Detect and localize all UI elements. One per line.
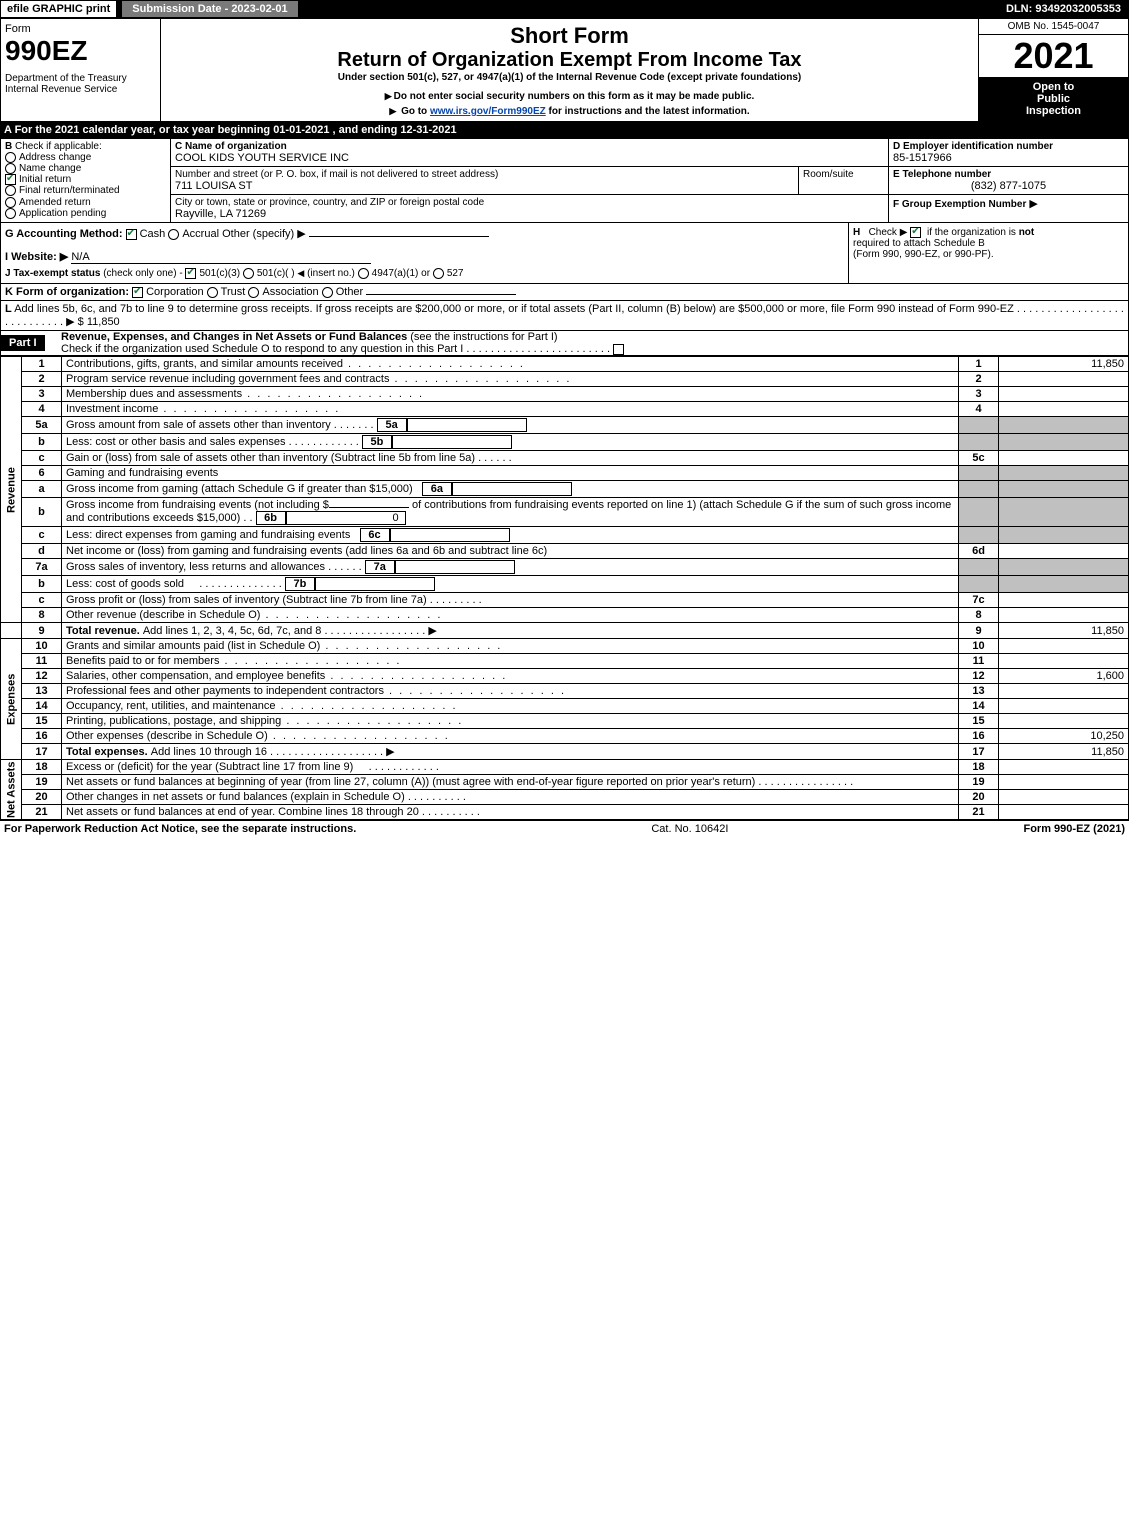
- tax-year: 2021: [979, 35, 1128, 77]
- line-12-value: 1,600: [999, 669, 1129, 684]
- section-g-label: G Accounting Method:: [5, 228, 123, 240]
- line-17-value: 11,850: [999, 744, 1129, 760]
- efile-label[interactable]: efile GRAPHIC print: [0, 0, 117, 18]
- city-label: City or town, state or province, country…: [175, 197, 884, 208]
- section-f-label: F Group Exemption Number: [893, 199, 1026, 210]
- gross-receipts-amount: $ 11,850: [78, 316, 120, 328]
- assoc-checkbox[interactable]: [248, 287, 259, 298]
- line-9-value: 11,850: [999, 623, 1129, 639]
- org-name: COOL KIDS YOUTH SERVICE INC: [175, 152, 884, 164]
- section-j-label: J Tax-exempt status: [5, 268, 100, 279]
- street-value: 711 LOUISA ST: [175, 180, 794, 192]
- schedule-b-checkbox[interactable]: [910, 227, 921, 238]
- line-6b-value: 0: [286, 511, 406, 525]
- section-k-label: K Form of organization:: [5, 286, 129, 298]
- amended-return-checkbox[interactable]: [5, 197, 16, 208]
- arrow-icon: ▶: [1029, 198, 1037, 210]
- arrow-icon: [389, 106, 398, 117]
- phone-value: (832) 877-1075: [893, 180, 1124, 192]
- return-title: Return of Organization Exempt From Incom…: [169, 49, 970, 72]
- under-section: Under section 501(c), 527, or 4947(a)(1)…: [169, 72, 970, 83]
- net-assets-side-label: Net Assets: [1, 760, 22, 820]
- trust-checkbox[interactable]: [207, 287, 218, 298]
- catalog-number: Cat. No. 10642I: [651, 823, 728, 835]
- 4947-checkbox[interactable]: [358, 268, 369, 279]
- part-1-title: Revenue, Expenses, and Changes in Net As…: [61, 331, 407, 343]
- addr-change-checkbox[interactable]: [5, 152, 16, 163]
- section-l-label: L: [5, 303, 12, 315]
- line-16-value: 10,250: [999, 729, 1129, 744]
- section-d-label: D Employer identification number: [893, 141, 1124, 152]
- dept-treasury: Department of the Treasury: [5, 73, 156, 84]
- accrual-checkbox[interactable]: [168, 229, 179, 240]
- app-pending-checkbox[interactable]: [5, 208, 16, 219]
- part-1-table: Revenue 1 Contributions, gifts, grants, …: [0, 356, 1129, 820]
- arrow-left-icon: [297, 268, 304, 279]
- irs-link[interactable]: www.irs.gov/Form990EZ: [430, 106, 546, 117]
- omb-number: OMB No. 1545-0047: [979, 19, 1128, 35]
- ein-value: 85-1517966: [893, 152, 1124, 164]
- part-1-check-text: Check if the organization used Schedule …: [61, 343, 463, 355]
- form-word: Form: [5, 23, 156, 35]
- section-b: B Check if applicable: Address change Na…: [1, 139, 171, 222]
- 527-checkbox[interactable]: [433, 268, 444, 279]
- corp-checkbox[interactable]: [132, 287, 143, 298]
- other-org-checkbox[interactable]: [322, 287, 333, 298]
- page-footer: For Paperwork Reduction Act Notice, see …: [0, 820, 1129, 837]
- section-c-label: C Name of organization: [175, 141, 884, 152]
- part-1-label: Part I: [1, 335, 45, 351]
- section-i-label: I Website: ▶: [5, 251, 68, 263]
- line-1-value: 11,850: [999, 357, 1129, 372]
- form-number: 990EZ: [5, 35, 156, 67]
- initial-return-checkbox[interactable]: [5, 174, 16, 185]
- form-header: Form 990EZ Department of the Treasury In…: [1, 19, 1128, 121]
- paperwork-notice: For Paperwork Reduction Act Notice, see …: [4, 823, 356, 835]
- top-bar: efile GRAPHIC print Submission Date - 20…: [0, 0, 1129, 18]
- 501c3-checkbox[interactable]: [185, 268, 196, 279]
- website-value: N/A: [71, 251, 89, 263]
- schedule-o-checkbox[interactable]: [613, 344, 624, 355]
- section-l-text: Add lines 5b, 6c, and 7b to line 9 to de…: [14, 303, 1014, 315]
- city-value: Rayville, LA 71269: [175, 208, 884, 220]
- section-a-bar: A For the 2021 calendar year, or tax yea…: [0, 122, 1129, 138]
- room-suite-label: Room/suite: [798, 167, 888, 194]
- goto-pre: Go to: [401, 106, 430, 117]
- part-1-instr: (see the instructions for Part I): [410, 331, 557, 343]
- goto-post: for instructions and the latest informat…: [546, 106, 750, 117]
- cash-checkbox[interactable]: [126, 229, 137, 240]
- section-e-label: E Telephone number: [893, 169, 1124, 180]
- irs-label: Internal Revenue Service: [5, 84, 156, 95]
- open-inspection-box: Open to Public Inspection: [979, 77, 1128, 121]
- arrow-icon: [385, 91, 394, 102]
- section-h-label: H: [853, 227, 860, 238]
- final-return-checkbox[interactable]: [5, 185, 16, 196]
- revenue-side-label: Revenue: [1, 357, 22, 623]
- short-form-title: Short Form: [169, 23, 970, 49]
- expenses-side-label: Expenses: [1, 639, 22, 760]
- 501c-checkbox[interactable]: [243, 268, 254, 279]
- dln-label: DLN: 93492032005353: [998, 1, 1129, 17]
- ssn-warning: Do not enter social security numbers on …: [394, 91, 755, 102]
- submission-date: Submission Date - 2023-02-01: [121, 0, 298, 18]
- street-label: Number and street (or P. O. box, if mail…: [175, 169, 794, 180]
